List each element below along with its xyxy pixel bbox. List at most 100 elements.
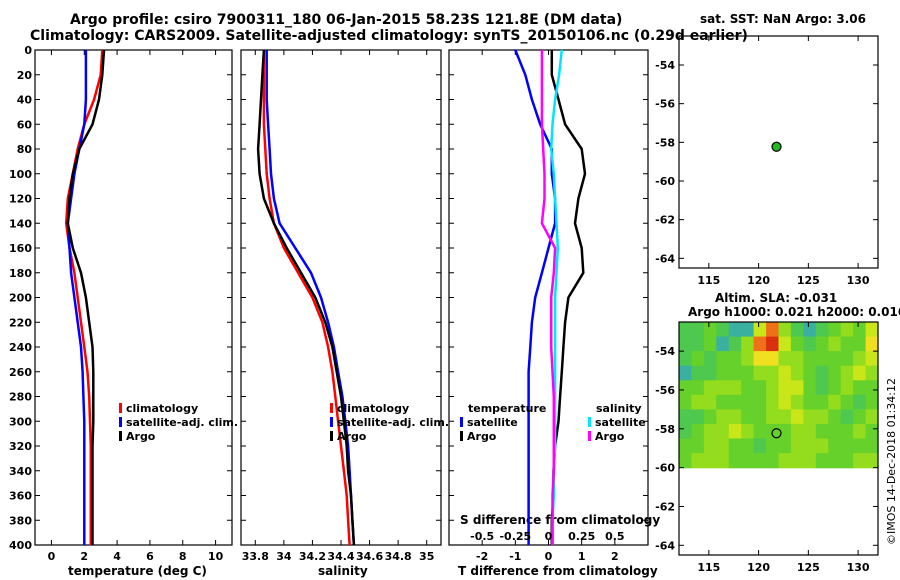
sla-cell — [703, 380, 717, 396]
sla-cell — [716, 351, 730, 367]
sla-cell — [853, 438, 867, 454]
depth-tick-label: 220 — [9, 316, 32, 329]
sla-cell — [790, 365, 804, 381]
temperature-legend-swatch — [119, 431, 122, 441]
salinity-xtick-label: 34.2 — [299, 550, 326, 563]
depth-tick-label: 120 — [9, 193, 32, 206]
temperature-series-argo — [66, 49, 106, 545]
temperature-legend-label: satellite-adj. clim. — [126, 416, 238, 429]
sla-cell — [703, 438, 717, 454]
salinity-legend-label: Argo — [337, 430, 367, 443]
sla-cell — [853, 409, 867, 425]
sla-cell — [815, 351, 829, 367]
sla-cell — [741, 423, 755, 440]
temperature-xtick-label: 6 — [146, 550, 154, 563]
temperature-legend-swatch — [119, 403, 122, 413]
sla-cell — [716, 423, 730, 440]
depth-tick-label: 100 — [9, 168, 32, 181]
sla-cell — [853, 394, 867, 410]
sla-cell — [815, 453, 829, 469]
depth-tick-label: 280 — [9, 391, 32, 404]
sla-cell — [853, 453, 867, 469]
temperature-legend-swatch — [119, 417, 122, 427]
sla-cell — [865, 351, 879, 367]
sla-cell — [865, 453, 879, 469]
sla-cell — [679, 423, 692, 440]
sla-cell — [865, 365, 879, 381]
sla-cell — [853, 322, 867, 338]
sla-cell — [828, 322, 842, 338]
sdiff-tick-label: 0.5 — [605, 530, 625, 543]
sla-cell — [853, 336, 867, 352]
sla-cell — [703, 423, 717, 440]
salinity-xtick-label: 34.8 — [385, 550, 412, 563]
depth-tick-label: 300 — [9, 415, 32, 428]
sla-cell — [778, 394, 792, 410]
sla-cell — [865, 322, 879, 338]
temperature-series-satellite-adj-clim- — [66, 50, 88, 545]
salinity-legend-label: satellite-adj. clim. — [337, 416, 449, 429]
sla-cell — [703, 409, 717, 425]
sla-cell — [853, 423, 867, 440]
depth-tick-label: 60 — [17, 118, 33, 131]
sla-cell — [691, 423, 705, 440]
sla-cell — [766, 336, 780, 352]
sla-cell — [679, 380, 692, 396]
figure-title-line1: Argo profile: csiro 7900311_180 06-Jan-2… — [70, 12, 623, 28]
sla-cell — [865, 380, 879, 396]
temperature-xtick-label: 0 — [48, 550, 56, 563]
sdiff-legend-label: satellite — [595, 416, 646, 429]
depth-tick-label: 140 — [9, 217, 32, 230]
temperature-legend-label: Argo — [126, 430, 156, 443]
sst_map-xtick-label: 115 — [697, 274, 720, 287]
sla-cell — [766, 409, 780, 425]
differences-xtick-label: -1 — [509, 550, 521, 563]
sla-cell — [728, 351, 742, 367]
salinity-xtick-label: 34.4 — [327, 550, 354, 563]
differences-xtick-label: -2 — [476, 550, 488, 563]
sla-cell — [703, 351, 717, 367]
sla-cell — [828, 380, 842, 396]
sla-cell — [778, 453, 792, 469]
salinity-xtick-label: 34 — [276, 550, 292, 563]
sla_map-ytick-label: -60 — [655, 462, 675, 475]
salinity-legend-swatch — [330, 431, 333, 441]
differences-series-t-satellite — [514, 49, 557, 545]
sla-cell — [803, 336, 817, 352]
sla-cell — [741, 365, 755, 381]
tdiff-legend-label: satellite — [467, 416, 518, 429]
sst_map-xtick-label: 130 — [847, 274, 870, 287]
sla-cell — [803, 453, 817, 469]
sla-cell — [691, 351, 705, 367]
sla-cell — [828, 453, 842, 469]
sdiff-tick-label: -0.5 — [470, 530, 494, 543]
depth-tick-label: 200 — [9, 292, 32, 305]
sla-cell — [815, 322, 829, 338]
sla-cell — [741, 336, 755, 352]
sla-cell — [728, 365, 742, 381]
sla-cell — [803, 322, 817, 338]
depth-tick-label: 180 — [9, 267, 32, 280]
salinity-series-satellite-adj-clim- — [265, 50, 356, 546]
sla_map-ytick-label: -64 — [655, 539, 675, 552]
depth-tick-label: 320 — [9, 440, 32, 453]
depth-tick-label: 160 — [9, 242, 32, 255]
sla-cell — [790, 336, 804, 352]
sla-cell — [865, 336, 879, 352]
sla-cell — [790, 351, 804, 367]
sla-cell — [840, 409, 854, 425]
sla-cell — [741, 380, 755, 396]
sla-cell — [840, 453, 854, 469]
salinity-xtick-label: 34.6 — [356, 550, 383, 563]
sla-cell — [778, 351, 792, 367]
sst_map-argo-marker — [771, 141, 782, 152]
sla-cell — [815, 380, 829, 396]
sla-map-title: Altim. SLA: -0.031 — [715, 291, 838, 305]
sla-cell — [753, 423, 767, 440]
sla-cell — [790, 453, 804, 469]
sla-cell — [840, 394, 854, 410]
sla-cell — [741, 351, 755, 367]
sla-cell — [865, 423, 879, 440]
sla-cell — [815, 438, 829, 454]
sst_map-ytick-label: -64 — [655, 252, 675, 265]
